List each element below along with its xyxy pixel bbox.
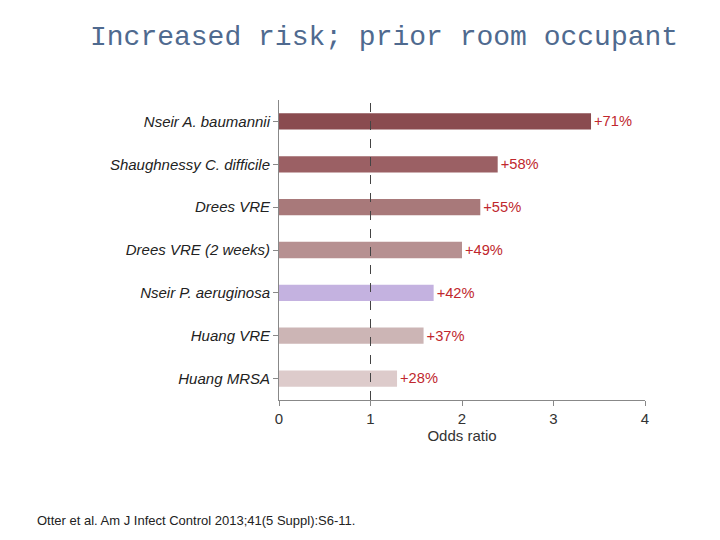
svg-text:+37%: +37% [427,328,465,344]
svg-text:+42%: +42% [437,285,475,301]
svg-text:4: 4 [641,410,649,427]
svg-text:+71%: +71% [594,113,632,129]
svg-text:Increased risk; prior room occ: Increased risk; prior room occupant [90,22,678,53]
svg-text:Shaughnessy C. difficile: Shaughnessy C. difficile [110,156,270,173]
svg-text:Nseir P. aeruginosa: Nseir P. aeruginosa [140,284,270,301]
svg-text:+55%: +55% [483,199,521,215]
svg-text:Otter et al. Am J Infect Contr: Otter et al. Am J Infect Control 2013;41… [37,513,355,528]
svg-text:2: 2 [458,410,466,427]
svg-text:0: 0 [275,410,283,427]
svg-text:Drees VRE (2 weeks): Drees VRE (2 weeks) [126,241,270,258]
svg-text:Odds ratio: Odds ratio [427,427,496,444]
svg-text:Huang MRSA: Huang MRSA [178,370,270,387]
svg-text:Huang VRE: Huang VRE [191,327,271,344]
svg-text:+58%: +58% [501,156,539,172]
svg-text:+28%: +28% [400,370,438,386]
svg-text:Nseir A. baumannii: Nseir A. baumannii [144,113,271,130]
svg-text:3: 3 [549,410,557,427]
svg-text:+49%: +49% [465,242,503,258]
svg-text:Drees VRE: Drees VRE [195,198,271,215]
svg-text:1: 1 [366,410,374,427]
